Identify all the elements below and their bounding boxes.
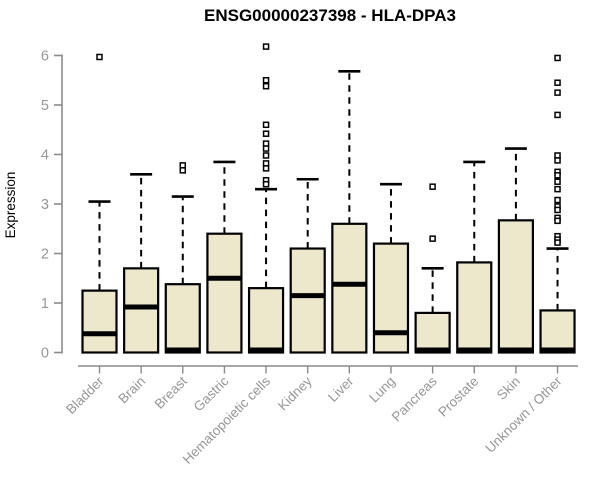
y-axis-tick-label: 5 bbox=[41, 98, 49, 114]
y-axis-tick-label: 3 bbox=[41, 197, 49, 213]
x-axis-tick-label: Kidney bbox=[275, 373, 315, 413]
outlier-point bbox=[429, 183, 436, 190]
outlier-point bbox=[262, 82, 270, 90]
box bbox=[539, 309, 576, 354]
box bbox=[206, 232, 243, 354]
outlier-point bbox=[554, 217, 561, 225]
y-axis-tick-label: 4 bbox=[41, 148, 49, 164]
outlier-point bbox=[262, 145, 270, 152]
outlier-point bbox=[262, 165, 270, 172]
y-axis-tick-label: 6 bbox=[41, 49, 49, 65]
box bbox=[414, 311, 451, 354]
x-axis-tick-label: Liver bbox=[325, 373, 357, 405]
outlier-point bbox=[554, 54, 561, 62]
y-axis-tick-label: 0 bbox=[41, 346, 49, 362]
x-axis-tick-label: Unknown / Other bbox=[482, 373, 565, 456]
x-axis-tick-label: Lung bbox=[366, 374, 398, 406]
outlier-point bbox=[262, 77, 270, 84]
box bbox=[164, 283, 201, 354]
outlier-point bbox=[554, 206, 561, 214]
outlier-point bbox=[554, 172, 561, 179]
chart-title: ENSG00000237398 - HLA-DPA3 bbox=[204, 6, 456, 25]
outlier-point bbox=[554, 89, 561, 96]
x-axis-tick-label: Prostate bbox=[435, 374, 481, 420]
box bbox=[456, 261, 493, 354]
outlier-point bbox=[262, 152, 270, 159]
outlier-point bbox=[554, 111, 561, 119]
box bbox=[81, 289, 118, 354]
outlier-point bbox=[554, 79, 561, 86]
outlier-point bbox=[554, 185, 561, 193]
outlier-point bbox=[262, 121, 270, 129]
box bbox=[247, 287, 285, 354]
y-axis-tick-label: 2 bbox=[41, 247, 49, 263]
outlier-point bbox=[179, 167, 187, 174]
outlier-point bbox=[262, 180, 270, 188]
x-axis-tick-label: Skin bbox=[494, 374, 523, 403]
x-axis-tick-label: Brain bbox=[115, 374, 148, 407]
box bbox=[331, 222, 368, 354]
outlier-point bbox=[554, 157, 561, 164]
box bbox=[497, 219, 534, 354]
outlier-point bbox=[96, 53, 103, 61]
x-axis-tick-label: Bladder bbox=[63, 373, 107, 417]
box bbox=[123, 267, 160, 354]
outlier-point bbox=[554, 196, 561, 204]
outlier-point bbox=[554, 239, 561, 246]
y-axis-tick-label: 1 bbox=[41, 296, 49, 312]
box bbox=[372, 242, 410, 354]
y-axis-label: Expression bbox=[3, 172, 18, 239]
outlier-point bbox=[554, 178, 561, 185]
outlier-point bbox=[429, 235, 436, 242]
outlier-point bbox=[262, 130, 270, 137]
outlier-point bbox=[262, 43, 270, 50]
box bbox=[289, 247, 326, 354]
x-axis-tick-label: Breast bbox=[152, 373, 190, 411]
x-axis-tick-label: Gastric bbox=[191, 373, 232, 414]
box-series-layer bbox=[81, 43, 576, 354]
x-axis-tick-label: Pancreas bbox=[389, 373, 440, 424]
